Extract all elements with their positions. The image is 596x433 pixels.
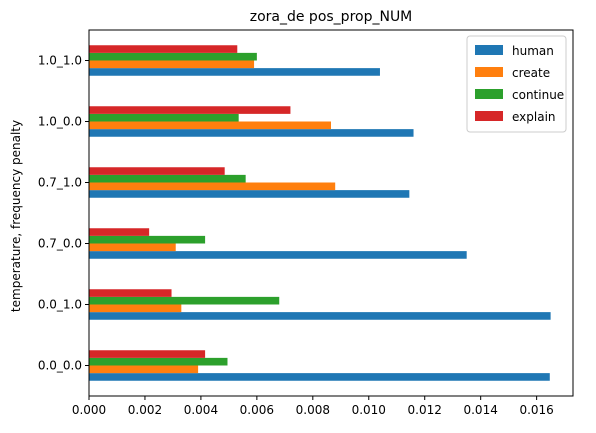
x-axis: 0.000 0.002 0.004 0.006 0.008 0.010 0.012 0.014… — [72, 396, 554, 417]
bar-explain-1.0_1.0 — [89, 45, 238, 53]
bar-continue-1.0_0.0 — [89, 113, 239, 122]
bar-create-0.0_0.0 — [89, 365, 199, 374]
bar-continue-0.0_1.0 — [89, 296, 280, 305]
y-tick-label: 1.0_1.0 — [38, 54, 82, 68]
bar-human-1.0_0.0 — [89, 129, 414, 137]
bar-continue-0.0_0.0 — [89, 357, 228, 366]
bar-continue-0.7_1.0 — [89, 174, 246, 183]
bars-layer — [89, 45, 551, 381]
legend-swatch-create — [475, 67, 503, 77]
legend: human create continue explain — [466, 35, 567, 133]
x-tick-label: 0.002 — [128, 403, 162, 417]
x-tick-label: 0.008 — [296, 403, 330, 417]
bar-create-1.0_1.0 — [89, 60, 255, 69]
x-tick-label: 0.000 — [72, 403, 106, 417]
legend-label-create: create — [512, 66, 550, 80]
legend-label-continue: continue — [512, 88, 564, 102]
bar-human-0.0_1.0 — [89, 312, 551, 320]
y-tick-label: 1.0_0.0 — [38, 115, 82, 129]
bar-explain-0.7_1.0 — [89, 167, 225, 175]
chart-title: zora_de pos_prop_NUM — [250, 9, 413, 25]
x-tick-label: 0.004 — [184, 403, 218, 417]
bar-human-1.0_1.0 — [89, 68, 380, 76]
bar-explain-1.0_0.0 — [89, 106, 291, 114]
legend-label-explain: explain — [512, 110, 556, 124]
bar-explain-0.0_1.0 — [89, 289, 172, 297]
bar-human-0.7_0.0 — [89, 251, 467, 259]
x-tick-label: 0.014 — [463, 403, 497, 417]
legend-swatch-explain — [475, 111, 503, 121]
bar-create-0.0_1.0 — [89, 304, 182, 313]
legend-box — [466, 35, 567, 133]
x-tick-label: 0.016 — [519, 403, 553, 417]
y-tick-label: 0.0_0.0 — [38, 359, 82, 373]
bar-explain-0.0_0.0 — [89, 350, 206, 358]
x-tick-label: 0.006 — [240, 403, 274, 417]
bar-human-0.0_0.0 — [89, 373, 550, 381]
bar-continue-1.0_1.0 — [89, 52, 257, 61]
x-tick-label: 0.012 — [408, 403, 442, 417]
y-axis: 0.0_0.0 0.0_1.0 0.7_0.0 0.7_1.0 1.0_0.0 1.0_1… — [38, 54, 89, 373]
bar-create-1.0_0.0 — [89, 121, 331, 130]
bar-human-0.7_1.0 — [89, 190, 410, 198]
plot-area-frame — [88, 29, 574, 397]
legend-swatch-human — [475, 45, 503, 55]
y-tick-label: 0.7_0.0 — [38, 237, 82, 251]
y-axis-label: temperature, frequency penalty — [9, 120, 23, 312]
bar-create-0.7_0.0 — [89, 243, 176, 252]
bar-explain-0.7_0.0 — [89, 228, 150, 236]
legend-label-human: human — [512, 44, 554, 58]
y-tick-label: 0.0_1.0 — [38, 298, 82, 312]
x-tick-label: 0.010 — [352, 403, 386, 417]
legend-swatch-continue — [475, 89, 503, 99]
bar-continue-0.7_0.0 — [89, 235, 206, 244]
bar-create-0.7_1.0 — [89, 182, 336, 191]
y-tick-label: 0.7_1.0 — [38, 176, 82, 190]
